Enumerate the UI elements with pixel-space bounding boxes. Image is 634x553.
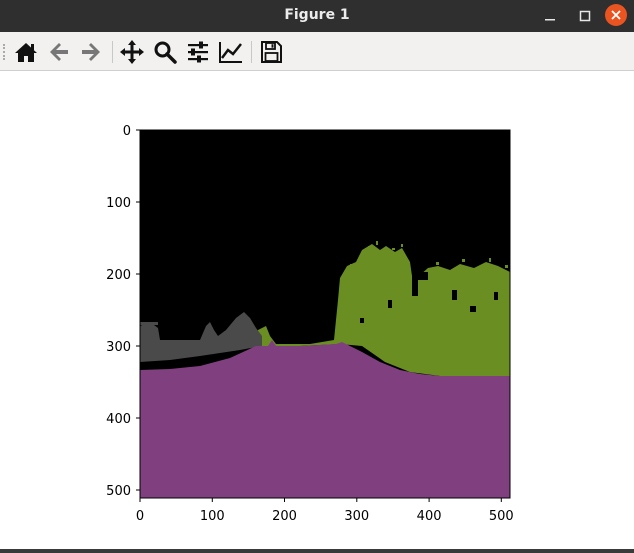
canopy-gaps	[360, 262, 498, 323]
fence-top	[140, 322, 158, 325]
maximize-icon	[579, 10, 591, 22]
maximize-button[interactable]	[574, 5, 596, 27]
window-titlebar: Figure 1	[0, 0, 634, 32]
minimize-icon	[545, 19, 555, 21]
y-tick-label: 100	[106, 196, 131, 211]
pan-move-icon	[120, 40, 144, 64]
y-axis: 0 100 200 300 400 500	[106, 124, 140, 499]
home-button[interactable]	[12, 38, 40, 66]
forward-button[interactable]	[77, 38, 105, 66]
y-tick-label: 500	[106, 484, 131, 499]
segmentation-image	[140, 130, 510, 498]
y-tick-label: 200	[106, 268, 131, 283]
save-button[interactable]	[257, 38, 285, 66]
grass-band	[250, 326, 510, 376]
forward-arrow-icon	[82, 43, 100, 61]
home-icon	[15, 43, 37, 62]
y-tick-label: 300	[106, 340, 131, 355]
configure-subplots-icon	[188, 41, 208, 63]
toolbar-separator	[251, 41, 252, 63]
navigation-toolbar	[0, 32, 634, 71]
save-floppy-icon	[261, 41, 282, 63]
window-title: Figure 1	[284, 7, 350, 23]
x-tick-label: 0	[136, 509, 144, 524]
figure-canvas[interactable]: 0 100 200 300 400 500 0 100 200 300 400 …	[0, 71, 634, 549]
y-tick-label: 0	[123, 124, 131, 139]
x-tick-label: 100	[200, 509, 225, 524]
minimize-button[interactable]	[539, 5, 561, 27]
x-tick-label: 300	[344, 509, 369, 524]
x-axis: 0 100 200 300 400 500	[136, 498, 514, 524]
pan-button[interactable]	[118, 38, 146, 66]
tree-speckles	[344, 241, 508, 275]
x-tick-label: 500	[489, 509, 514, 524]
segmentation-plot[interactable]: 0 100 200 300 400 500 0 100 200 300 400 …	[0, 71, 634, 549]
configure-subplots-button[interactable]	[184, 38, 212, 66]
window-bottom-edge	[0, 549, 634, 553]
close-icon	[611, 10, 621, 20]
toolbar-grip[interactable]	[3, 44, 7, 60]
back-button[interactable]	[45, 38, 73, 66]
zoom-button[interactable]	[151, 38, 179, 66]
edit-axis-button[interactable]	[217, 38, 245, 66]
back-arrow-icon	[50, 43, 68, 61]
axes-frame	[139, 129, 511, 499]
x-tick-label: 200	[272, 509, 297, 524]
close-button[interactable]	[605, 4, 627, 26]
building-structure	[140, 312, 262, 362]
x-tick-label: 400	[417, 509, 442, 524]
y-tick-label: 400	[106, 412, 131, 427]
toolbar-separator	[112, 41, 113, 63]
zoom-magnifier-icon	[154, 41, 177, 64]
edit-axis-icon	[219, 42, 242, 63]
road-region	[140, 340, 510, 498]
tree-canopy	[334, 244, 510, 340]
